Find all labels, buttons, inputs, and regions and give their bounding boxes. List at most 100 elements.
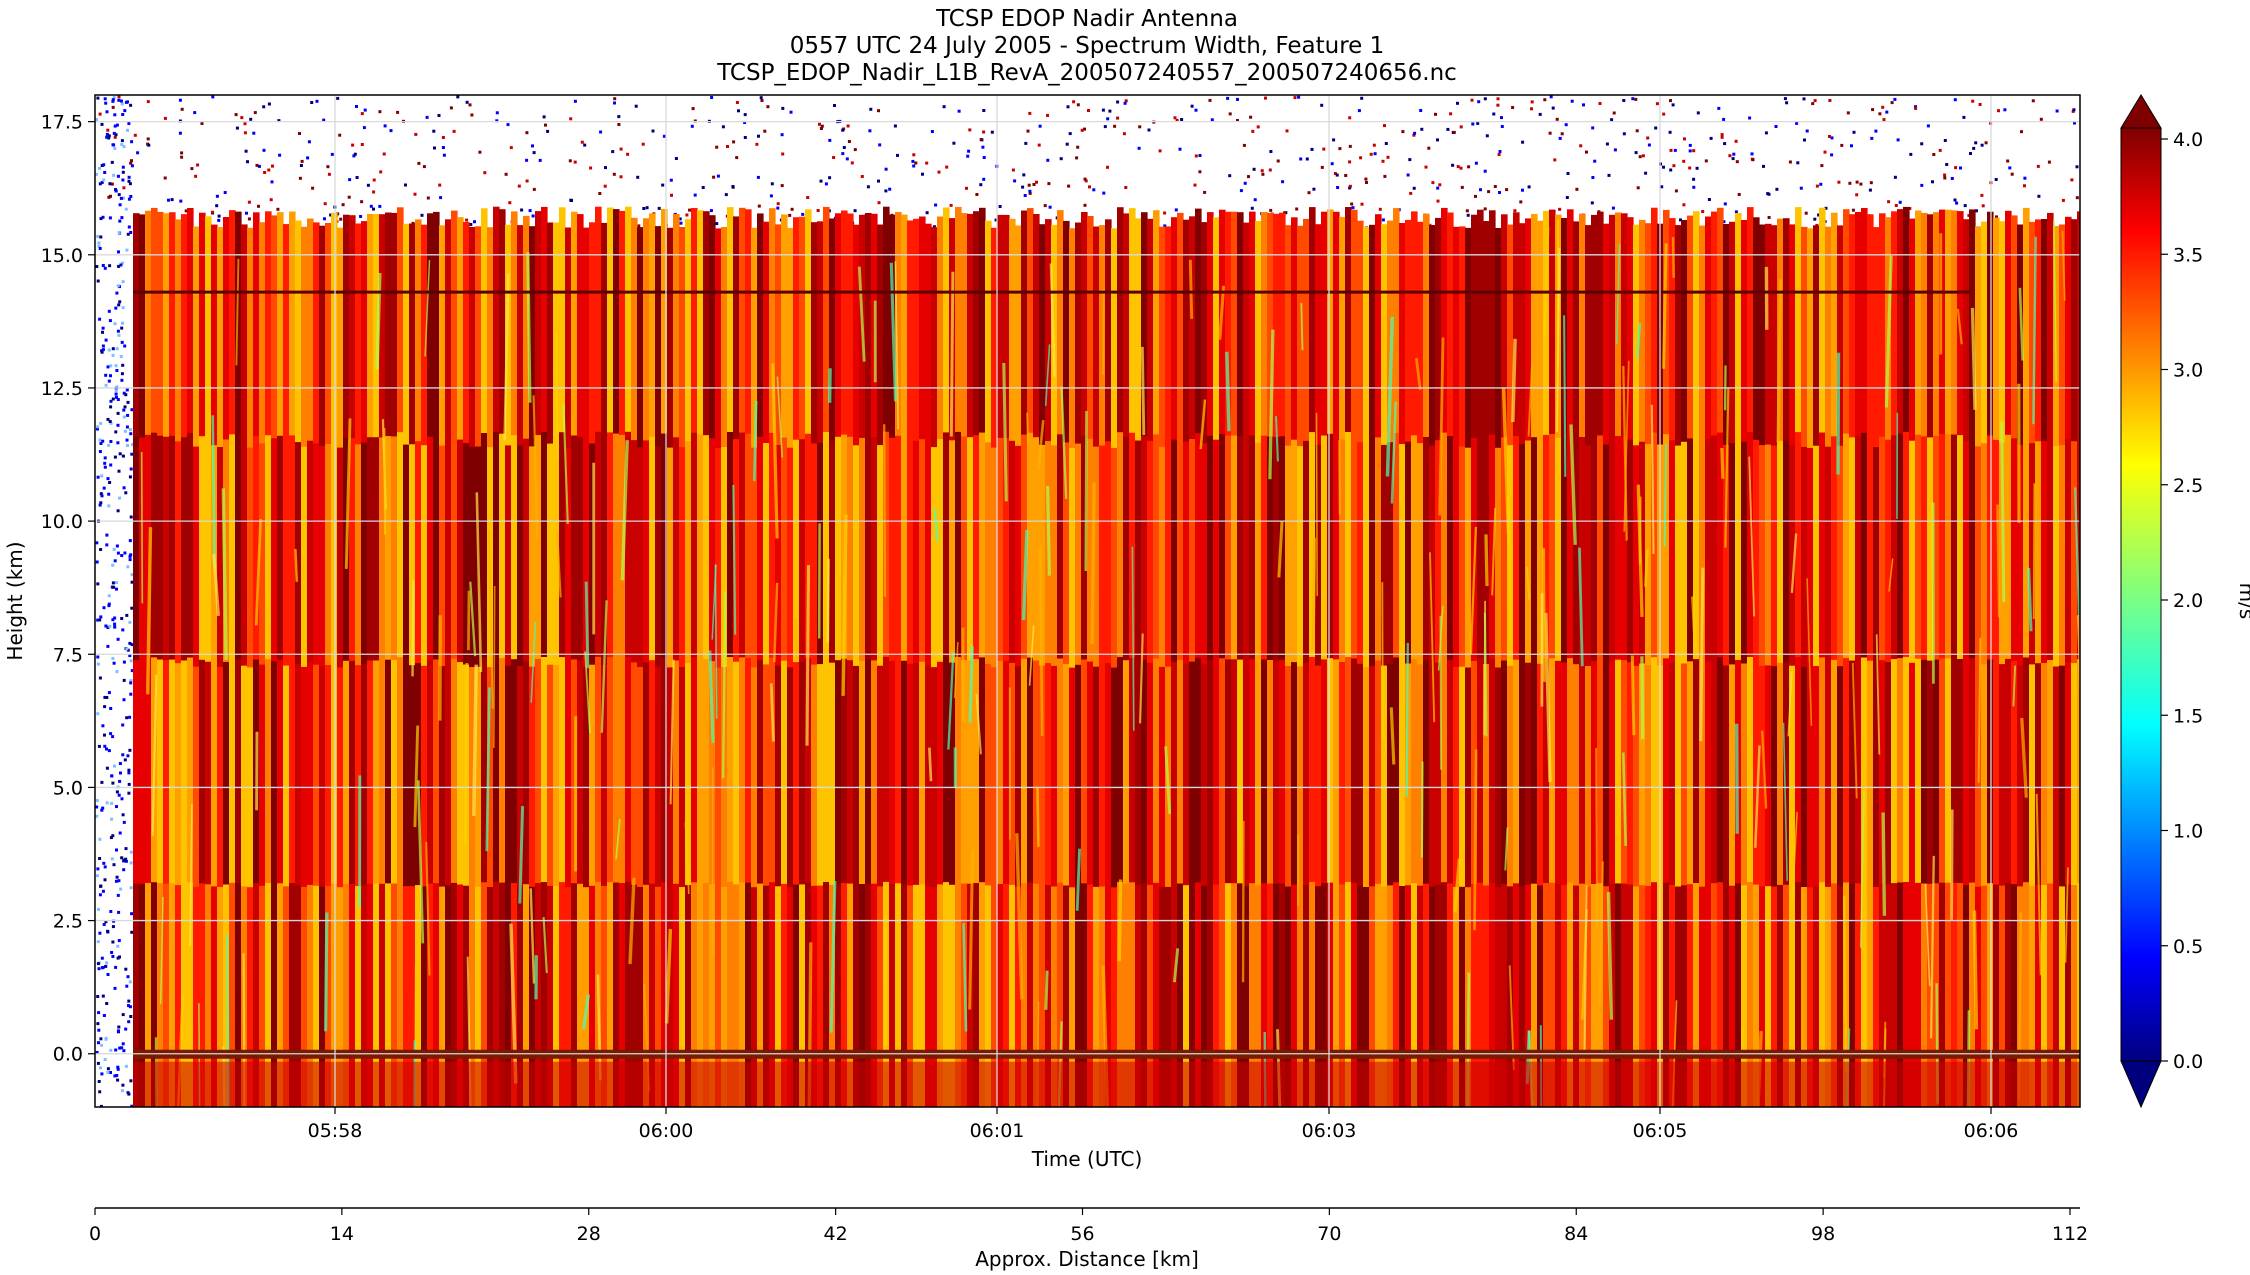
curtain-strip bbox=[1129, 882, 1136, 1107]
curtain-strip bbox=[391, 436, 398, 661]
curtain-strip bbox=[1351, 209, 1358, 436]
curtain-strip bbox=[637, 887, 644, 1107]
curtain-strip bbox=[481, 657, 488, 884]
curtain-strip bbox=[2017, 224, 2024, 447]
noise-pixel bbox=[2039, 117, 2043, 121]
noise-pixel bbox=[701, 186, 705, 189]
noise-pixel bbox=[109, 463, 113, 467]
curtain-strip bbox=[1399, 665, 1406, 887]
noise-pixel bbox=[105, 533, 109, 537]
noise-pixel bbox=[716, 174, 720, 178]
curtain-strip bbox=[193, 666, 200, 888]
curtain-strip bbox=[1747, 432, 1754, 658]
curtain-streak bbox=[1438, 337, 1445, 516]
curtain-strip bbox=[439, 445, 446, 668]
noise-pixel bbox=[98, 893, 102, 897]
curtain-strip bbox=[1105, 885, 1112, 1107]
noise-pixel bbox=[1732, 152, 1736, 156]
noise-pixel bbox=[1548, 131, 1552, 135]
curtain-strip bbox=[751, 887, 758, 1107]
distance-tick-label: 0 bbox=[89, 1223, 101, 1245]
noise-pixel bbox=[95, 118, 99, 121]
noise-pixel bbox=[124, 1027, 128, 1031]
curtain-strip bbox=[1963, 441, 1970, 665]
curtain-streak bbox=[711, 564, 717, 640]
curtain-strip bbox=[409, 886, 416, 1107]
noise-pixel bbox=[1239, 189, 1243, 193]
curtain-strip bbox=[1771, 666, 1778, 888]
curtain-strip bbox=[847, 883, 854, 1107]
noise-pixel bbox=[1028, 191, 1032, 195]
curtain-strip bbox=[805, 658, 812, 884]
curtain-strip bbox=[1537, 442, 1544, 665]
curtain-strip bbox=[517, 666, 524, 888]
curtain-streak bbox=[1996, 504, 2001, 618]
curtain-strip bbox=[1051, 445, 1058, 667]
curtain-strip bbox=[265, 883, 272, 1107]
noise-pixel bbox=[100, 808, 104, 812]
noise-pixel bbox=[101, 330, 104, 334]
noise-pixel bbox=[1647, 143, 1651, 147]
curtain-strip bbox=[397, 882, 404, 1107]
curtain-strip bbox=[1951, 882, 1958, 1107]
noise-pixel bbox=[1870, 136, 1874, 140]
noise-pixel bbox=[1869, 181, 1873, 185]
noise-pixel bbox=[1590, 201, 1594, 205]
noise-pixel bbox=[1612, 111, 1616, 115]
noise-pixel bbox=[1817, 213, 1821, 217]
curtain-strip bbox=[727, 882, 734, 1107]
curtain-strip bbox=[1879, 436, 1886, 662]
noise-pixel bbox=[1631, 97, 1635, 101]
curtain-strip bbox=[907, 663, 914, 887]
curtain-strip bbox=[2017, 445, 2024, 667]
noise-pixel bbox=[1253, 198, 1257, 202]
noise-pixel bbox=[1764, 131, 1768, 135]
curtain-strip bbox=[1915, 882, 1922, 1107]
curtain-strip bbox=[625, 881, 632, 1107]
curtain-strip bbox=[355, 886, 362, 1107]
curtain-strip bbox=[2023, 882, 2030, 1107]
curtain-strip bbox=[403, 665, 410, 888]
x-axis-ticks: 05:58 06:00 06:01 06:03 06:05 06:06 bbox=[308, 1107, 2018, 1142]
curtain-strip bbox=[973, 659, 980, 885]
curtain-strip bbox=[1111, 667, 1118, 889]
noise-pixel bbox=[122, 415, 126, 419]
curtain-strip bbox=[1819, 657, 1826, 884]
noise-pixel bbox=[925, 161, 929, 165]
noise-pixel bbox=[1511, 106, 1515, 109]
noise-pixel bbox=[96, 995, 100, 998]
noise-pixel bbox=[1106, 165, 1109, 169]
noise-pixel bbox=[130, 573, 134, 577]
curtain-strip bbox=[1879, 213, 1886, 438]
noise-pixel bbox=[2047, 160, 2051, 164]
noise-pixel bbox=[124, 1064, 128, 1068]
curtain-strip bbox=[1969, 658, 1976, 884]
noise-pixel bbox=[111, 105, 115, 109]
curtain-strip bbox=[739, 657, 746, 884]
curtain-strip bbox=[1897, 882, 1904, 1107]
curtain-strip bbox=[1837, 445, 1844, 668]
curtain-strip bbox=[463, 885, 470, 1107]
curtain-streak bbox=[542, 917, 548, 974]
curtain-strip bbox=[1297, 886, 1304, 1107]
curtain-strip bbox=[1597, 435, 1604, 661]
noise-pixel bbox=[128, 620, 132, 624]
curtain-streak bbox=[1636, 323, 1642, 359]
curtain-strip bbox=[457, 217, 464, 441]
noise-pixel bbox=[120, 261, 124, 265]
noise-pixel bbox=[1938, 148, 1942, 152]
noise-pixel bbox=[97, 1028, 101, 1032]
curtain-strip bbox=[733, 216, 740, 440]
chart-title-line-3: TCSP_EDOP_Nadir_L1B_RevA_200507240557_20… bbox=[716, 60, 1457, 86]
curtain-strip bbox=[1981, 443, 1988, 666]
curtain-strip bbox=[1525, 662, 1532, 886]
curtain-strip bbox=[877, 665, 884, 888]
noise-pixel bbox=[126, 975, 130, 979]
curtain-strip bbox=[277, 659, 284, 885]
noise-pixel bbox=[115, 587, 118, 591]
curtain-strip bbox=[1291, 439, 1298, 664]
curtain-strip bbox=[193, 886, 200, 1107]
noise-pixel bbox=[179, 199, 183, 203]
curtain-strip bbox=[1981, 664, 1988, 887]
curtain-strip bbox=[1963, 663, 1970, 886]
